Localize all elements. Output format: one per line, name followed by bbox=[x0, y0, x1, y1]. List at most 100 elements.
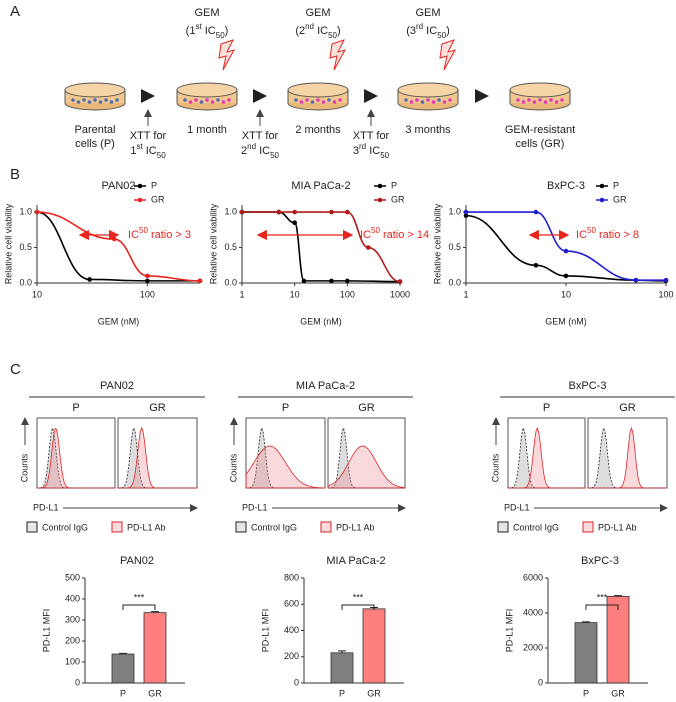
cell bbox=[216, 98, 220, 102]
y-tick-label: 300 bbox=[65, 614, 80, 624]
y-tick-label: 0.5 bbox=[448, 242, 461, 252]
error-bar bbox=[614, 595, 622, 597]
step-arrow bbox=[475, 89, 489, 103]
text-part: 50 bbox=[371, 226, 380, 235]
y-tick-label: 0 bbox=[294, 677, 299, 687]
y-tick-label: 400 bbox=[284, 625, 299, 635]
cell bbox=[199, 100, 204, 104]
stage-label: cells (GR) bbox=[516, 138, 565, 150]
chart-title: BxPC-3 bbox=[581, 555, 619, 567]
point bbox=[663, 277, 669, 283]
legend-marker bbox=[599, 183, 605, 189]
point bbox=[145, 278, 150, 284]
step-arrow bbox=[253, 89, 267, 103]
text-part: 3 bbox=[353, 145, 359, 157]
step-arrow bbox=[141, 89, 155, 103]
assay-label: XTT for bbox=[353, 130, 390, 142]
cell bbox=[554, 100, 559, 104]
cell bbox=[560, 98, 564, 102]
group-label: GR bbox=[619, 402, 636, 414]
text-part: IC bbox=[128, 229, 139, 241]
text-part: ratio > 8 bbox=[596, 229, 639, 241]
point bbox=[197, 278, 203, 284]
cell bbox=[93, 98, 97, 102]
cell bbox=[76, 100, 81, 104]
point bbox=[463, 209, 469, 215]
cell bbox=[71, 98, 75, 102]
stage-label: Parental bbox=[75, 124, 116, 136]
y-axis-label: PD-L1 MFI bbox=[260, 609, 270, 653]
curve bbox=[36, 211, 200, 282]
legend-label: P bbox=[151, 180, 157, 190]
cell bbox=[305, 98, 309, 102]
cell bbox=[109, 100, 114, 104]
cell bbox=[332, 100, 337, 104]
cell bbox=[115, 98, 119, 102]
x-tick-label: 10 bbox=[290, 289, 300, 299]
legend-marker bbox=[377, 197, 383, 203]
error-bar bbox=[151, 611, 159, 613]
cell bbox=[338, 98, 342, 102]
y-tick-label: 2000 bbox=[523, 642, 543, 652]
legend-label: GR bbox=[151, 194, 165, 204]
x-tick-label: P bbox=[583, 688, 589, 698]
legend-marker bbox=[599, 197, 605, 203]
text-part: ) bbox=[225, 25, 229, 37]
counts-label: Counts bbox=[228, 453, 238, 482]
text-part: rd bbox=[416, 22, 423, 31]
error-bar bbox=[582, 621, 590, 623]
x-axis-label: GEM (nM) bbox=[98, 316, 140, 326]
cell bbox=[521, 100, 526, 104]
cell bbox=[549, 98, 553, 102]
pdl1-label: PD-L1 bbox=[33, 502, 59, 512]
y-axis-label: Relative cell viability bbox=[432, 203, 442, 284]
text-part: IC bbox=[360, 229, 371, 241]
text-part: (3 bbox=[406, 25, 416, 37]
cell bbox=[448, 98, 452, 102]
x-tick-label: 10 bbox=[561, 289, 571, 299]
y-tick-label: 200 bbox=[65, 635, 80, 645]
cell bbox=[327, 98, 331, 102]
pdl1-histogram bbox=[508, 427, 585, 489]
pdl1-label: PD-L1 bbox=[242, 502, 268, 512]
y-tick-label: 0.0 bbox=[448, 277, 461, 287]
text-part: ratio > 3 bbox=[148, 229, 191, 241]
y-tick-label: 6000 bbox=[523, 572, 543, 582]
point bbox=[463, 213, 469, 218]
text-part: (2 bbox=[295, 25, 305, 37]
sig-bracket bbox=[341, 604, 375, 610]
cell bbox=[98, 100, 103, 104]
chart-title: PAN02 bbox=[101, 180, 135, 192]
dose-label: (2nd IC50) bbox=[295, 22, 340, 40]
assay-label: XTT for bbox=[242, 130, 279, 142]
counts-label: Counts bbox=[19, 453, 29, 482]
x-tick-label: GR bbox=[367, 688, 381, 698]
flow-title: PAN02 bbox=[100, 380, 134, 392]
legend-label: GR bbox=[613, 194, 627, 204]
text-part: 50 bbox=[587, 226, 596, 235]
text-part: ) bbox=[446, 25, 450, 37]
legend-marker bbox=[377, 183, 383, 189]
sig-bracket bbox=[585, 604, 619, 610]
legend-label: Control IgG bbox=[42, 522, 88, 532]
group-label: P bbox=[72, 402, 79, 414]
cell bbox=[420, 100, 425, 104]
legend-label: PD-L1 Ab bbox=[336, 522, 375, 532]
point bbox=[563, 248, 569, 254]
point bbox=[633, 277, 639, 283]
assay-target: 1st IC50 bbox=[130, 142, 166, 160]
pdl1-histogram bbox=[118, 426, 197, 489]
y-axis-label: Relative cell viability bbox=[208, 203, 218, 284]
sig-label: *** bbox=[134, 592, 145, 602]
y-tick-label: 1.0 bbox=[19, 206, 32, 216]
legend-label: PD-L1 Ab bbox=[127, 522, 166, 532]
curve bbox=[242, 211, 401, 283]
cell bbox=[527, 98, 531, 102]
group-label: P bbox=[282, 402, 289, 414]
assay-target: 3rd IC50 bbox=[353, 142, 390, 160]
y-tick-label: 400 bbox=[65, 593, 80, 603]
pdl1-label: PD-L1 bbox=[504, 502, 530, 512]
y-tick-label: 0.0 bbox=[224, 277, 237, 287]
stage-label: 2 months bbox=[295, 124, 341, 136]
text-part: 50 bbox=[328, 31, 337, 40]
